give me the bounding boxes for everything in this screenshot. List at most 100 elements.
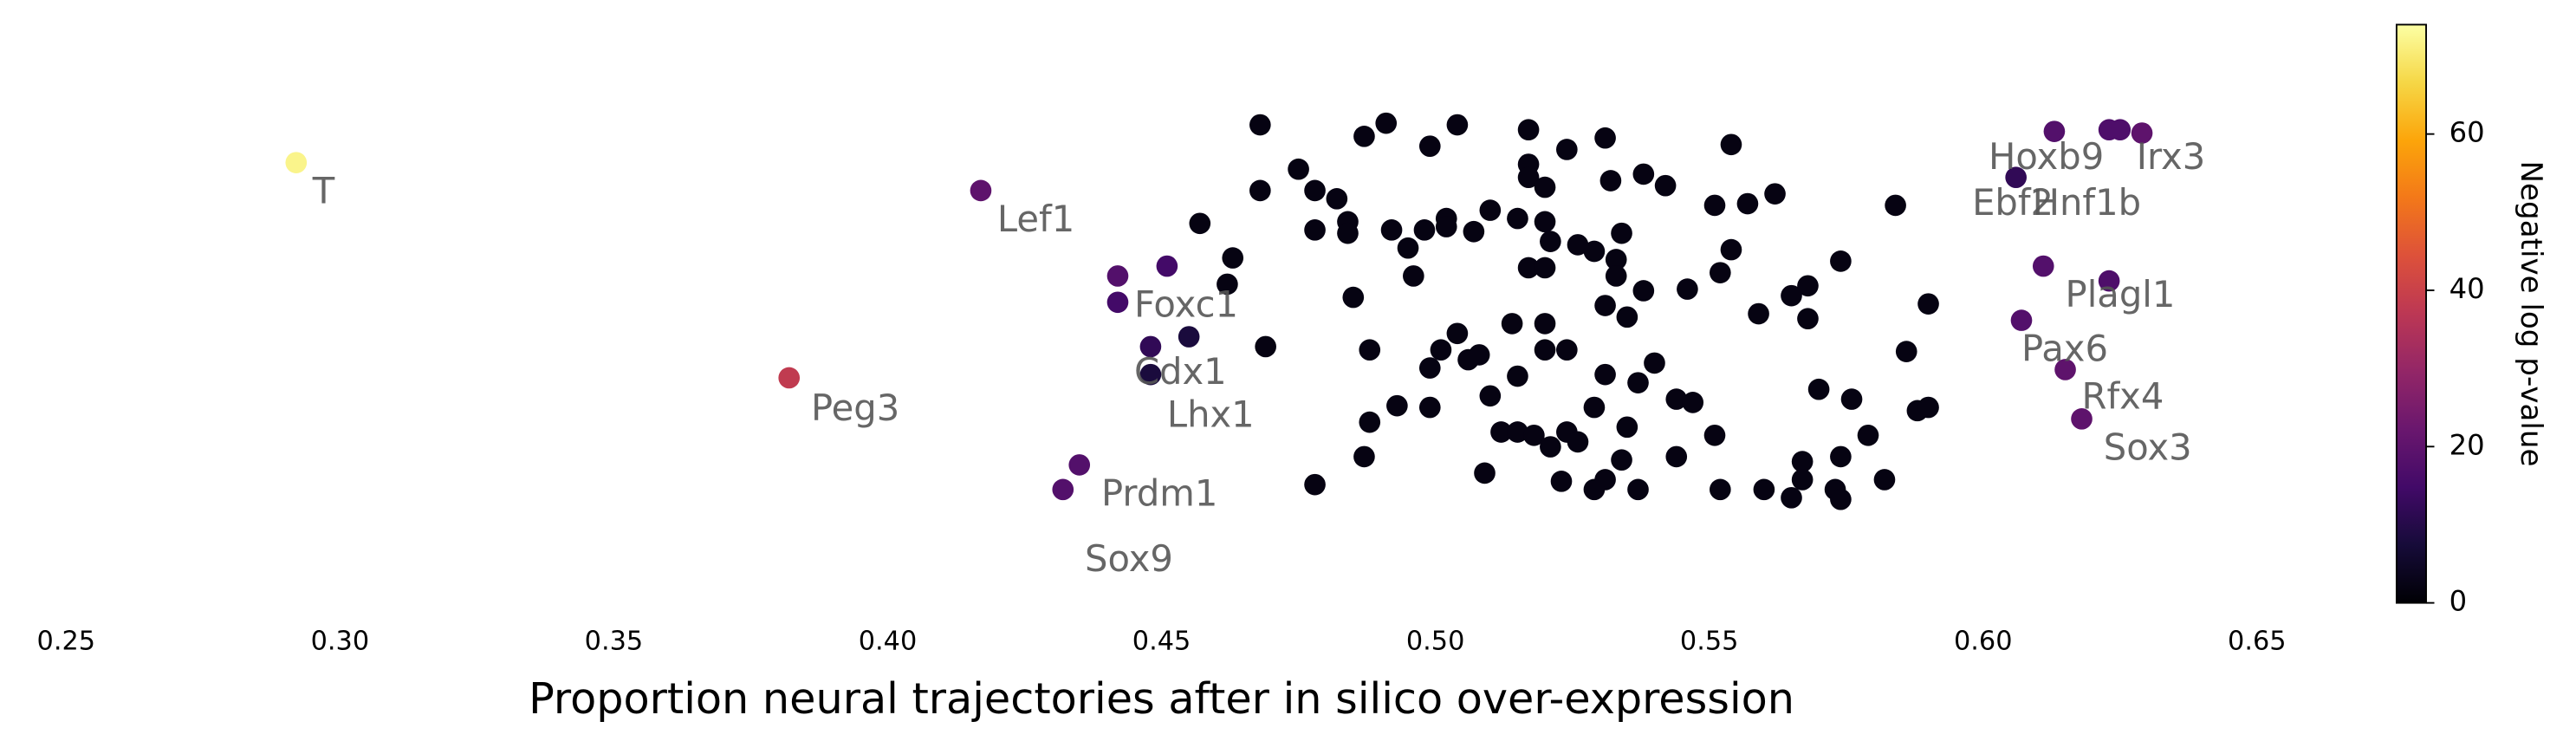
point-annotation: Sox9 [1085, 537, 1173, 580]
point [1764, 183, 1786, 205]
x-axis-label: Proportion neural trajectories after in … [529, 673, 1794, 724]
point [1917, 293, 1939, 315]
point [1781, 486, 1802, 509]
point [1885, 194, 1906, 217]
colorbar-tick-label: 0 [2449, 585, 2468, 618]
point [1594, 295, 1616, 316]
point [1468, 344, 1490, 366]
point [1304, 179, 1326, 202]
point [1534, 313, 1556, 335]
point [1353, 445, 1375, 468]
point [1567, 431, 1589, 453]
point [1616, 416, 1638, 439]
point [1594, 363, 1616, 386]
point-annotation: Cdx1 [1134, 350, 1227, 393]
x-tick-label: 0.25 [37, 627, 96, 657]
point [1517, 166, 1540, 189]
x-tick-label: 0.65 [2228, 627, 2286, 657]
point-annotation: Lhx1 [1167, 393, 1255, 435]
point-annotation: Rfx4 [2082, 375, 2164, 418]
point [1677, 278, 1698, 300]
point [1418, 396, 1441, 419]
point [1830, 488, 1852, 510]
point [1068, 454, 1091, 476]
point [1534, 257, 1556, 279]
point [1189, 212, 1211, 235]
point [1507, 365, 1528, 387]
point [1840, 388, 1863, 410]
point [2043, 120, 2066, 142]
point [1797, 308, 1819, 330]
point-annotation: Prdm1 [1101, 471, 1217, 514]
point [1178, 326, 1200, 348]
point-annotation: Plagl1 [2066, 273, 2176, 315]
point [1255, 335, 1276, 358]
point [1540, 231, 1561, 252]
point [2032, 255, 2054, 277]
point [1781, 284, 1802, 307]
point [1567, 234, 1589, 256]
point [1337, 222, 1359, 244]
point [1654, 174, 1677, 197]
point [1222, 247, 1244, 269]
point [2010, 309, 2033, 331]
x-tick-label: 0.40 [859, 627, 918, 657]
point [1249, 114, 1271, 136]
point [970, 179, 992, 202]
x-tick-label: 0.60 [1954, 627, 2013, 657]
point [1644, 352, 1665, 374]
point [1479, 385, 1502, 407]
point-annotation: Sox3 [2104, 426, 2192, 468]
point [1106, 291, 1129, 314]
point [1403, 265, 1424, 287]
point [1616, 306, 1638, 328]
point [1791, 451, 1814, 472]
colorbar-tick-label: 20 [2449, 428, 2485, 461]
point [1479, 199, 1502, 221]
point [1709, 262, 1731, 283]
point [1720, 133, 1742, 156]
point [1418, 135, 1441, 158]
colorbar [2395, 23, 2427, 604]
point [1583, 240, 1606, 263]
point [1797, 275, 1819, 297]
point [1217, 273, 1238, 296]
point [1106, 265, 1129, 287]
point [1632, 163, 1655, 185]
point [1917, 396, 1939, 419]
point [1342, 286, 1365, 309]
point [1397, 237, 1419, 259]
point [1435, 216, 1457, 237]
point [1359, 411, 1381, 433]
point [1830, 250, 1852, 272]
point [1375, 112, 1398, 134]
point [1507, 421, 1528, 443]
point [1703, 194, 1726, 217]
point [1748, 302, 1769, 325]
point-annotation: Foxc1 [1134, 283, 1238, 325]
point [1627, 372, 1649, 393]
point-annotation: Irx3 [2137, 135, 2206, 178]
point [1720, 238, 1742, 261]
point [1430, 339, 1452, 361]
point [1611, 222, 1632, 244]
colorbar-label: Negative log p-value [2514, 161, 2548, 467]
point [1413, 219, 1436, 241]
point [1288, 158, 1309, 180]
point [1753, 478, 1775, 501]
point [1807, 378, 1830, 400]
point [1556, 139, 1578, 160]
point [1791, 469, 1814, 491]
point [1507, 207, 1528, 230]
point [2071, 408, 2093, 430]
point [1857, 424, 1879, 446]
point [1632, 280, 1655, 302]
point-annotation: Hnf1b [2033, 181, 2141, 224]
point [1139, 335, 1162, 358]
point-annotation: Lef1 [997, 198, 1074, 240]
point [1517, 257, 1540, 279]
point [1052, 478, 1074, 501]
point [1418, 357, 1441, 379]
point [2131, 122, 2153, 144]
point [1736, 192, 1759, 215]
